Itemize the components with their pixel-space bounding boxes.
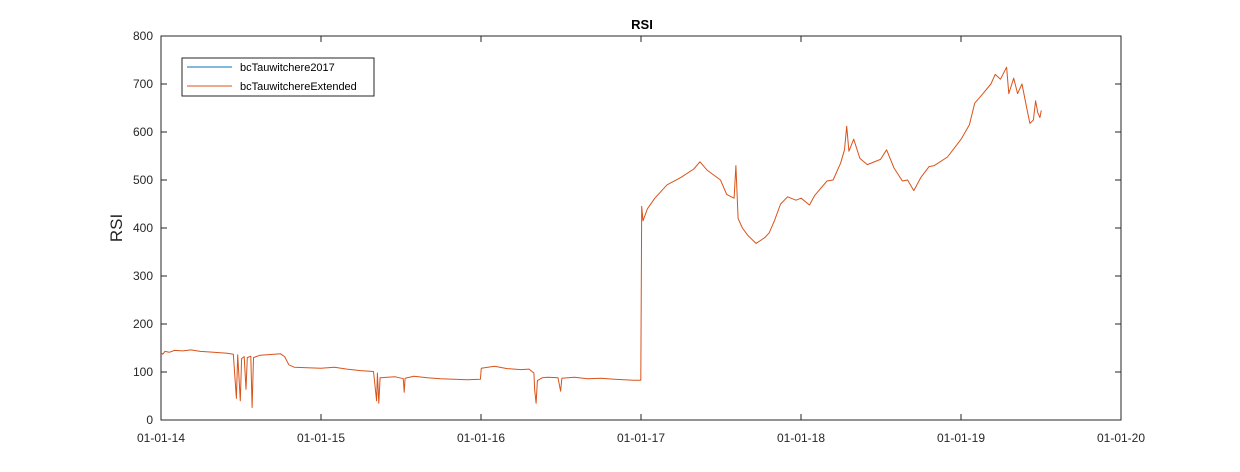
y-tick-label: 100 [133, 365, 153, 379]
y-tick-label: 200 [133, 317, 153, 331]
y-axis-label: RSI [107, 214, 126, 242]
y-tick-label: 800 [133, 29, 153, 43]
y-tick-label: 400 [133, 221, 153, 235]
x-tick-label: 01-01-19 [937, 431, 985, 445]
y-axis: 0 100 200 300 400 500 600 700 800 [133, 29, 1121, 427]
y-tick-label: 600 [133, 125, 153, 139]
x-tick-label: 01-01-15 [297, 431, 345, 445]
x-axis: 01-01-14 01-01-15 01-01-16 01-01-17 01-01-18… [137, 36, 1145, 445]
series-line-1 [160, 66, 1042, 408]
x-tick-label: 01-01-18 [777, 431, 825, 445]
legend-label: bcTauwitchere2017 [240, 62, 335, 74]
chart-title: RSI [631, 17, 653, 32]
legend: bcTauwitchere2017 bcTauwitchereExtended [181, 57, 375, 97]
legend-label: bcTauwitchereExtended [240, 81, 357, 93]
x-tick-label: 01-01-17 [617, 431, 665, 445]
x-tick-label: 01-01-14 [137, 431, 185, 445]
x-tick-label: 01-01-16 [457, 431, 505, 445]
y-tick-label: 0 [146, 413, 153, 427]
y-tick-label: 300 [133, 269, 153, 283]
legend-box [181, 57, 375, 97]
series-lines [160, 66, 1042, 408]
x-tick-label: 01-01-20 [1097, 431, 1145, 445]
y-tick-label: 700 [133, 77, 153, 91]
y-tick-label: 500 [133, 173, 153, 187]
